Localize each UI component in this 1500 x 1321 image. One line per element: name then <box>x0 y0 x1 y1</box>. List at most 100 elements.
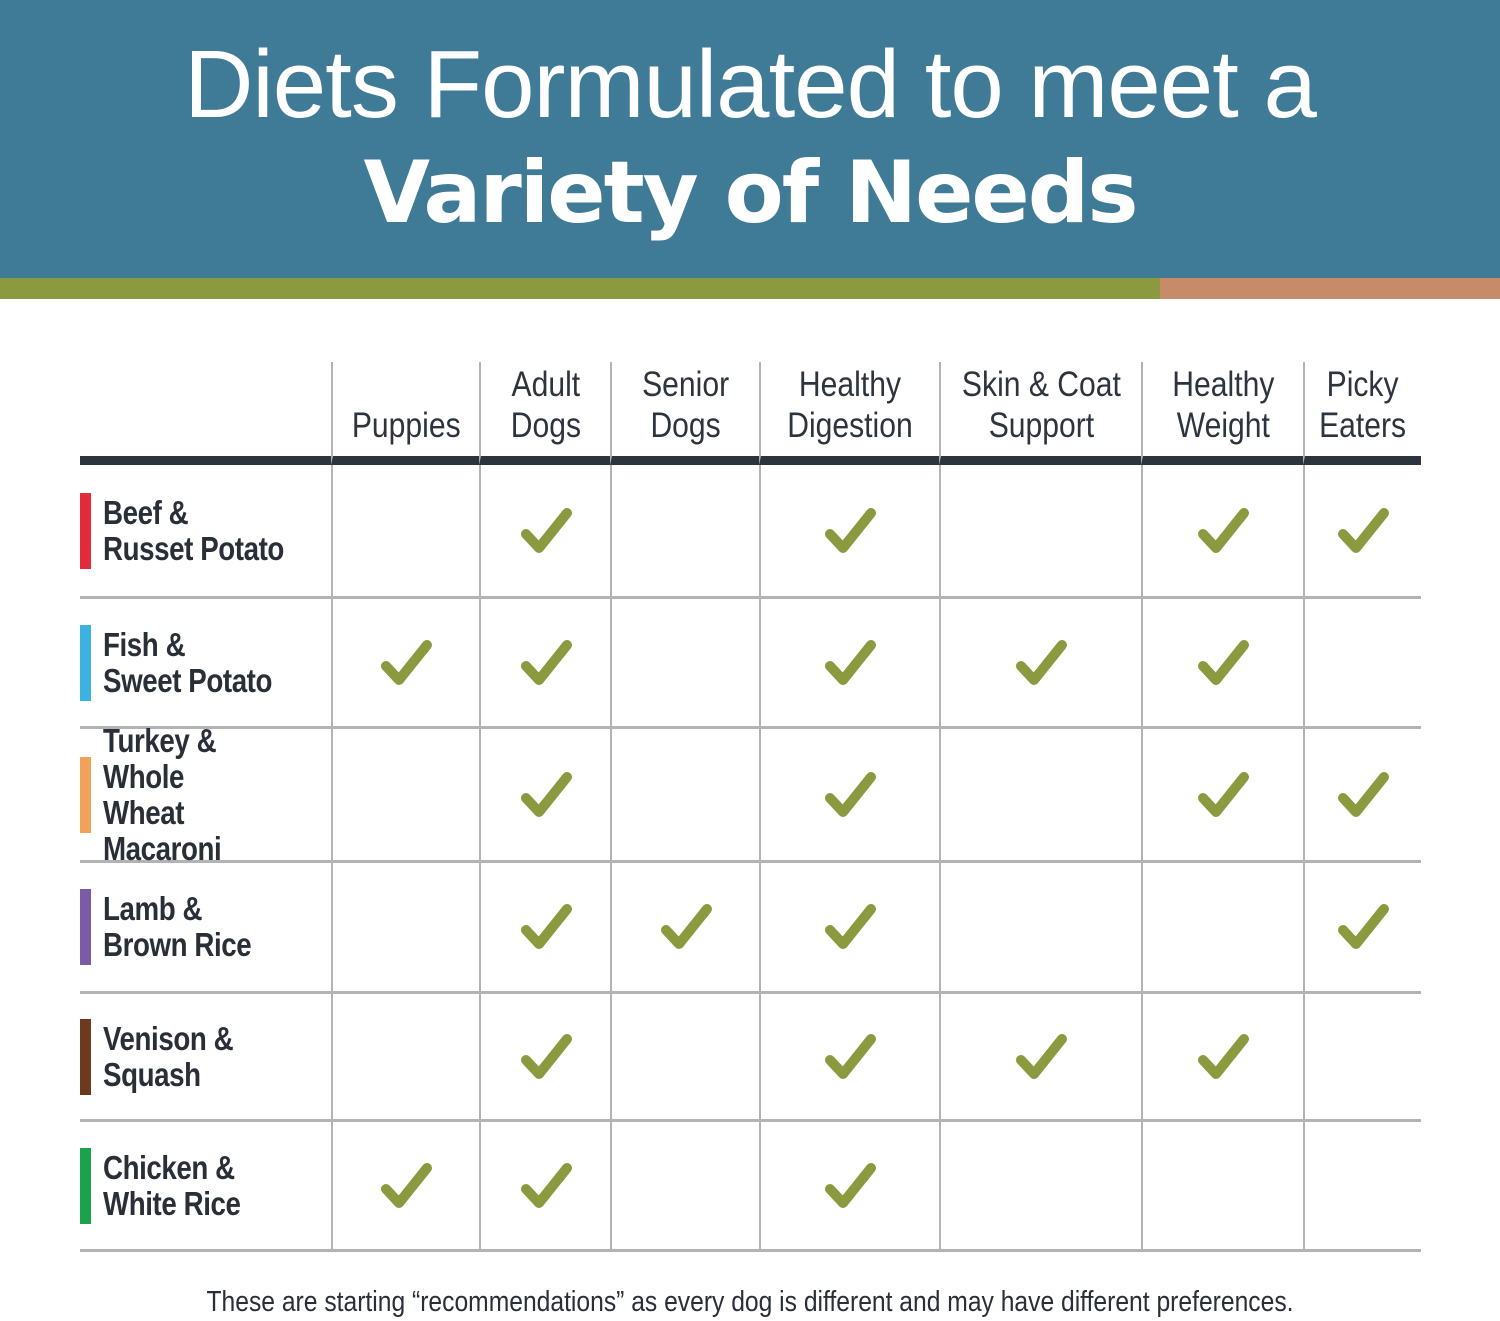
column-header: Skin & Coat Support <box>939 362 1141 465</box>
row-color-bar <box>80 624 91 701</box>
table-cell <box>1303 599 1421 729</box>
table-cell <box>479 994 610 1122</box>
table-cell <box>939 465 1141 599</box>
row-header: Chicken & White Rice <box>80 1122 331 1252</box>
accent-stripe-orange <box>1160 278 1500 299</box>
checkmark-icon <box>825 639 876 685</box>
table-cell <box>610 465 759 599</box>
table-header-corner <box>80 362 331 465</box>
row-color-bar <box>80 1147 91 1224</box>
table-cell <box>759 994 939 1122</box>
table-cell <box>939 863 1141 994</box>
checkmark-icon <box>825 1033 876 1079</box>
checkmark-icon <box>520 1162 572 1208</box>
row-color-bar <box>80 756 91 833</box>
column-header-label: Skin & Coat Support <box>961 365 1121 445</box>
column-header: Picky Eaters <box>1303 362 1421 465</box>
page-title-line1: Diets Formulated to meet a <box>184 31 1317 138</box>
checkmark-icon <box>825 1162 876 1208</box>
table-cell <box>1141 994 1303 1122</box>
checkmark-icon <box>520 904 572 949</box>
accent-stripe-green <box>0 278 1160 299</box>
table-cell <box>479 729 610 863</box>
table-cell <box>479 599 610 729</box>
table-cell <box>939 729 1141 863</box>
table-cell <box>759 1122 939 1252</box>
checkmark-icon <box>825 771 876 817</box>
checkmark-icon <box>1198 771 1249 817</box>
table-cell <box>610 729 759 863</box>
checkmark-icon <box>1198 507 1249 553</box>
table-cell <box>1303 994 1421 1122</box>
row-header: Turkey & Whole Wheat Macaroni <box>80 722 331 866</box>
checkmark-icon <box>381 639 432 685</box>
checkmark-icon <box>1338 771 1389 817</box>
row-label: Lamb & Brown Rice <box>103 890 252 963</box>
table-cell <box>610 863 759 994</box>
table-cell <box>1303 465 1421 599</box>
column-header-label: Adult Dogs <box>510 365 581 445</box>
checkmark-icon <box>520 639 572 685</box>
checkmark-icon <box>1338 507 1389 553</box>
table-cell <box>1141 599 1303 729</box>
checkmark-icon <box>520 1033 572 1079</box>
checkmark-icon <box>1016 639 1067 685</box>
checkmark-icon <box>825 507 876 553</box>
table-cell <box>1141 1122 1303 1252</box>
row-color-bar <box>80 1018 91 1095</box>
table-cell <box>1303 1122 1421 1252</box>
table-cell <box>759 465 939 599</box>
table-cell <box>939 1122 1141 1252</box>
table-cell <box>1303 863 1421 994</box>
checkmark-icon <box>381 1162 432 1208</box>
table-cell <box>610 1122 759 1252</box>
checkmark-icon <box>825 904 876 949</box>
row-color-bar <box>80 492 91 569</box>
header-banner: Diets Formulated to meet a Variety of Ne… <box>0 0 1500 278</box>
table-cell <box>479 863 610 994</box>
row-label: Venison & Squash <box>103 1019 234 1093</box>
column-header: Adult Dogs <box>479 362 610 465</box>
table-cell <box>1141 729 1303 863</box>
table-cell <box>1141 465 1303 599</box>
table-cell <box>939 994 1141 1122</box>
table-cell <box>479 1122 610 1252</box>
table-cell <box>479 465 610 599</box>
row-header: Venison & Squash <box>80 994 331 1122</box>
checkmark-icon <box>1198 639 1249 685</box>
table-cell <box>331 465 479 599</box>
row-label: Beef & Russet Potato <box>103 493 284 567</box>
table-cell <box>1141 863 1303 994</box>
checkmark-icon <box>520 771 572 817</box>
column-header-label: Healthy Weight <box>1171 365 1275 445</box>
table-cell <box>759 599 939 729</box>
table-cell <box>939 599 1141 729</box>
diet-needs-table: Puppies Adult Dogs Senior Dogs Healthy Dige… <box>80 362 1421 1256</box>
table-cell <box>610 994 759 1122</box>
row-label: Chicken & White Rice <box>103 1148 241 1222</box>
checkmark-icon <box>1198 1033 1249 1079</box>
row-label: Turkey & Whole Wheat Macaroni <box>103 721 222 867</box>
column-header-label: Puppies <box>351 406 461 445</box>
footnote: These are starting “recommendations” as … <box>206 1286 1294 1318</box>
checkmark-icon <box>520 507 572 553</box>
table-cell <box>331 863 479 994</box>
table-cell <box>1303 729 1421 863</box>
row-header: Fish & Sweet Potato <box>80 599 331 729</box>
column-header: Puppies <box>331 362 479 465</box>
table-cell <box>331 599 479 729</box>
table-cell <box>331 729 479 863</box>
page-title-line2: Variety of Needs <box>363 143 1138 243</box>
column-header-label: Senior Dogs <box>641 365 729 445</box>
table-cell <box>610 599 759 729</box>
table-cell <box>759 863 939 994</box>
column-header: Senior Dogs <box>610 362 759 465</box>
row-header: Beef & Russet Potato <box>80 465 331 599</box>
checkmark-icon <box>1338 904 1389 949</box>
checkmark-icon <box>1016 1033 1067 1079</box>
row-label: Fish & Sweet Potato <box>103 625 273 699</box>
checkmark-icon <box>660 904 712 949</box>
row-header: Lamb & Brown Rice <box>80 863 331 994</box>
row-color-bar <box>80 889 91 965</box>
table-cell <box>331 1122 479 1252</box>
